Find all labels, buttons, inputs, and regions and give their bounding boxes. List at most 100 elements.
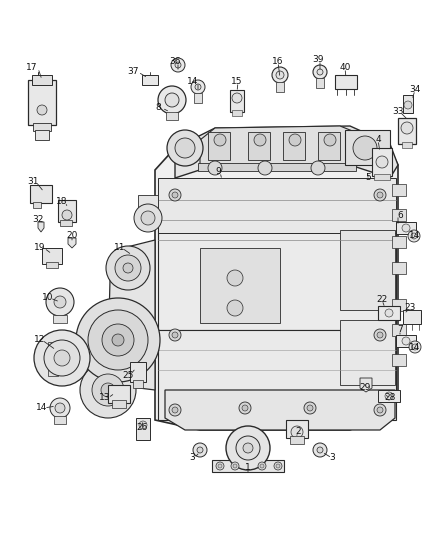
Text: 6: 6 [397, 211, 403, 220]
Circle shape [227, 300, 243, 316]
Text: 7: 7 [397, 326, 403, 335]
Bar [142, 75, 158, 85]
Circle shape [307, 405, 313, 411]
Bar [286, 420, 308, 438]
Text: 16: 16 [272, 58, 284, 67]
Text: 22: 22 [376, 295, 388, 304]
Circle shape [402, 337, 410, 345]
Polygon shape [38, 222, 44, 232]
Circle shape [197, 447, 203, 453]
Circle shape [374, 329, 386, 341]
Circle shape [385, 309, 393, 317]
Circle shape [106, 246, 150, 290]
Text: 3: 3 [329, 454, 335, 463]
Bar [283, 132, 305, 160]
Circle shape [54, 350, 70, 366]
Bar [166, 112, 178, 120]
Circle shape [402, 224, 410, 232]
Circle shape [171, 58, 185, 72]
Circle shape [374, 189, 386, 201]
Bar [374, 174, 390, 180]
Circle shape [236, 436, 260, 460]
Bar [396, 222, 416, 234]
Circle shape [55, 403, 65, 413]
Circle shape [158, 86, 186, 114]
Polygon shape [200, 126, 355, 168]
Bar [133, 380, 143, 388]
Text: 15: 15 [231, 77, 243, 86]
Circle shape [123, 263, 133, 273]
Bar [232, 110, 242, 116]
Text: 26: 26 [136, 424, 148, 432]
Bar [108, 385, 130, 403]
Circle shape [115, 255, 141, 281]
Text: 12: 12 [34, 335, 46, 344]
Bar [28, 80, 56, 125]
Circle shape [88, 310, 148, 370]
Polygon shape [68, 238, 76, 248]
Bar [392, 184, 406, 196]
Bar [318, 132, 340, 160]
Text: 25: 25 [122, 370, 134, 379]
Circle shape [112, 334, 124, 346]
Bar [392, 354, 406, 366]
Bar [58, 200, 76, 222]
Circle shape [411, 233, 417, 239]
Circle shape [409, 341, 421, 353]
Circle shape [401, 122, 413, 134]
Circle shape [172, 332, 178, 338]
Circle shape [102, 324, 134, 356]
Text: 8: 8 [155, 103, 161, 112]
Circle shape [227, 270, 243, 286]
Circle shape [385, 392, 393, 400]
Bar [35, 130, 49, 140]
Text: 32: 32 [32, 215, 44, 224]
Bar [276, 82, 284, 92]
Bar [200, 248, 280, 323]
Circle shape [34, 330, 90, 386]
Text: 17: 17 [26, 63, 38, 72]
Bar [392, 299, 406, 311]
Circle shape [274, 462, 282, 470]
Circle shape [169, 329, 181, 341]
Circle shape [239, 402, 251, 414]
Circle shape [313, 65, 327, 79]
Circle shape [191, 80, 205, 94]
Circle shape [377, 407, 383, 413]
Circle shape [195, 84, 201, 90]
Circle shape [175, 62, 181, 68]
Text: 19: 19 [34, 244, 46, 253]
Text: 39: 39 [312, 55, 324, 64]
Text: 23: 23 [404, 303, 416, 312]
Circle shape [317, 69, 323, 75]
Bar [48, 368, 58, 376]
Bar [33, 202, 41, 208]
Bar [248, 132, 270, 160]
Circle shape [276, 464, 280, 468]
Text: 13: 13 [99, 393, 111, 402]
Circle shape [404, 101, 412, 109]
Bar [378, 306, 400, 320]
Circle shape [291, 426, 303, 438]
Bar [396, 335, 416, 347]
Text: 14: 14 [187, 77, 199, 86]
Bar [345, 130, 390, 165]
Text: 14: 14 [410, 343, 420, 352]
Bar [130, 362, 146, 382]
Circle shape [172, 407, 178, 413]
Bar [46, 262, 58, 268]
Circle shape [216, 462, 224, 470]
Circle shape [408, 230, 420, 242]
Circle shape [254, 134, 266, 146]
Bar [30, 185, 52, 203]
Circle shape [175, 138, 195, 158]
Bar [398, 118, 416, 144]
Circle shape [172, 192, 178, 198]
Text: 1: 1 [245, 464, 251, 472]
Circle shape [214, 134, 226, 146]
Polygon shape [360, 378, 372, 392]
Circle shape [226, 426, 270, 470]
Text: 33: 33 [392, 108, 404, 117]
Circle shape [374, 404, 386, 416]
Bar [402, 142, 412, 148]
